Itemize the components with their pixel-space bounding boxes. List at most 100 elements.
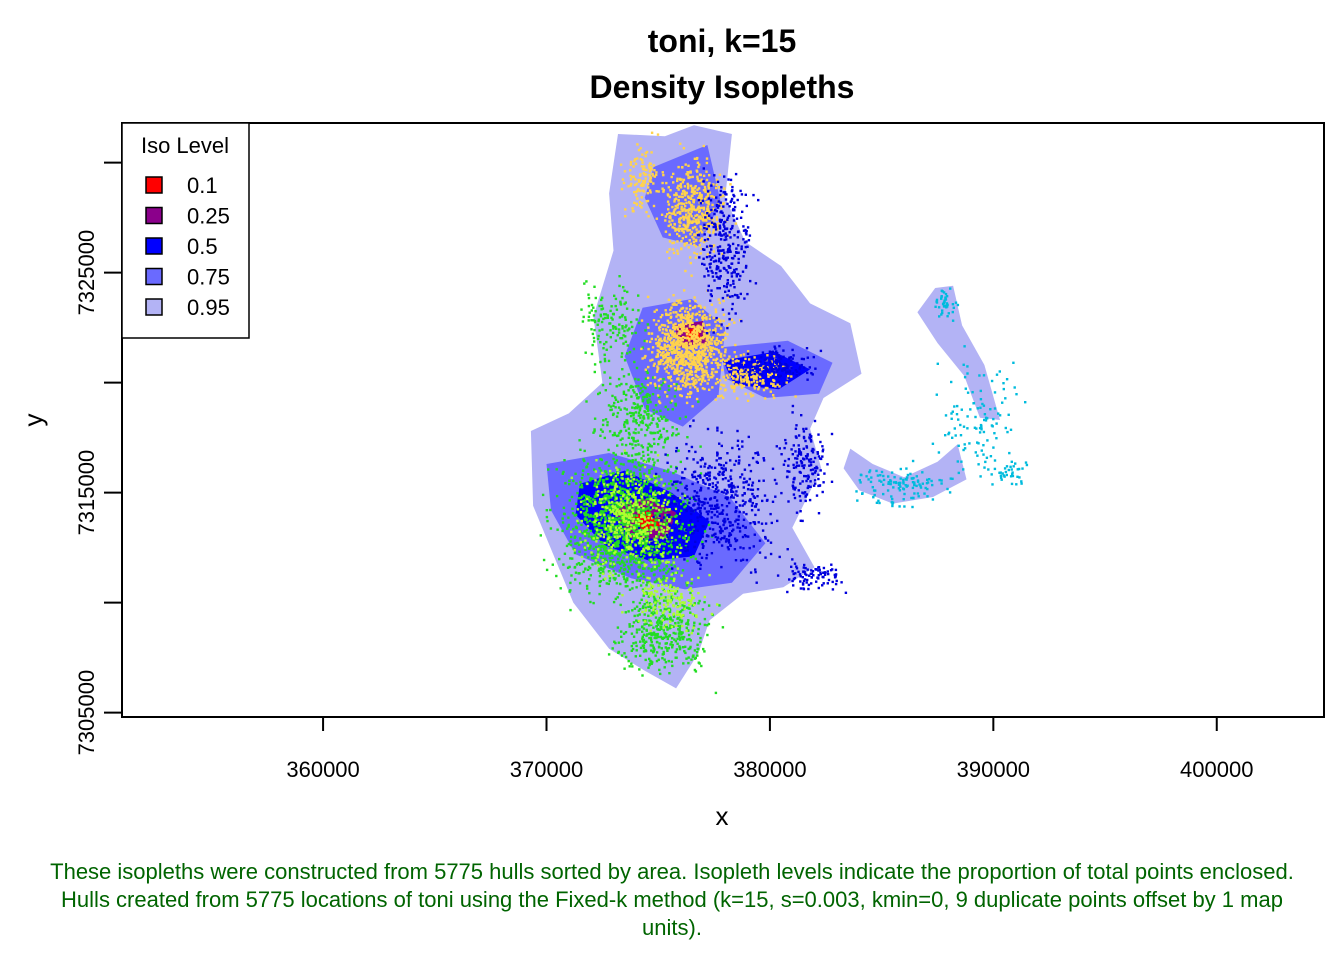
location-point <box>685 442 688 446</box>
location-point <box>742 481 745 484</box>
location-point <box>593 363 597 366</box>
location-point <box>657 400 661 403</box>
location-point <box>678 618 682 622</box>
location-point <box>676 480 679 483</box>
location-point <box>600 513 603 516</box>
location-point <box>712 231 715 234</box>
location-point <box>766 354 769 357</box>
location-point <box>716 225 719 228</box>
location-point <box>739 383 742 386</box>
location-point <box>666 358 670 362</box>
location-point <box>702 647 705 651</box>
location-point <box>652 408 655 412</box>
location-point <box>718 173 722 176</box>
location-point <box>619 498 623 501</box>
location-point <box>631 385 634 389</box>
location-point <box>615 459 618 462</box>
location-point <box>704 358 707 361</box>
location-point <box>654 497 657 500</box>
location-point <box>596 536 599 539</box>
location-point <box>744 193 747 196</box>
location-point <box>708 328 711 332</box>
location-point <box>643 564 647 568</box>
location-point <box>631 554 634 558</box>
location-point <box>730 384 733 388</box>
location-point <box>625 382 628 386</box>
location-point <box>635 561 638 565</box>
location-point <box>627 659 630 663</box>
location-point <box>698 163 701 166</box>
location-point <box>690 512 693 516</box>
location-point <box>611 505 615 509</box>
location-point <box>735 247 738 250</box>
location-point <box>675 433 678 437</box>
location-point <box>653 310 656 313</box>
location-point <box>702 183 705 186</box>
location-point <box>640 598 643 601</box>
location-point <box>694 313 697 316</box>
location-point <box>751 394 755 397</box>
location-point <box>678 314 681 317</box>
location-point <box>620 630 623 633</box>
location-point <box>628 623 631 626</box>
location-point <box>678 234 681 238</box>
location-point <box>676 587 679 590</box>
location-point <box>667 321 671 324</box>
location-point <box>613 431 616 435</box>
location-point <box>693 251 696 255</box>
location-point <box>686 362 689 366</box>
location-point <box>622 390 626 393</box>
location-point <box>749 498 752 501</box>
location-point <box>681 166 684 169</box>
location-point <box>668 220 671 223</box>
location-point <box>593 484 596 487</box>
location-point <box>599 428 603 431</box>
location-point <box>717 339 720 343</box>
location-point <box>706 253 709 256</box>
location-point <box>681 522 684 526</box>
location-point <box>633 465 636 468</box>
location-point <box>694 450 697 454</box>
location-point <box>715 183 718 187</box>
location-point <box>644 173 648 176</box>
location-point <box>659 635 662 639</box>
location-point <box>627 545 631 549</box>
location-point <box>675 602 678 605</box>
location-point <box>628 533 631 537</box>
location-point <box>601 505 604 509</box>
location-point <box>731 242 735 246</box>
location-point <box>704 211 708 214</box>
location-point <box>693 545 696 549</box>
location-point <box>701 310 705 313</box>
location-point <box>713 496 717 499</box>
location-point <box>739 354 743 357</box>
location-point <box>668 216 671 219</box>
location-point <box>707 236 710 239</box>
location-point <box>679 186 683 189</box>
location-point <box>696 353 700 357</box>
location-point <box>634 428 637 431</box>
location-point <box>650 603 653 606</box>
location-point <box>648 657 651 661</box>
location-point <box>638 405 641 409</box>
location-point <box>707 216 710 220</box>
location-point <box>707 604 711 607</box>
location-point <box>596 323 599 326</box>
location-point <box>742 229 746 232</box>
location-point <box>616 561 619 564</box>
location-point <box>785 381 788 384</box>
location-point <box>650 548 654 551</box>
location-point <box>761 499 764 503</box>
location-point <box>669 624 672 627</box>
location-point <box>647 497 651 501</box>
location-point <box>680 502 683 506</box>
location-point <box>639 574 642 577</box>
location-point <box>627 431 631 435</box>
location-point <box>624 538 627 541</box>
location-point <box>613 640 616 643</box>
location-point <box>601 572 605 575</box>
location-point <box>647 567 650 570</box>
location-point <box>699 567 702 570</box>
location-point <box>714 691 718 695</box>
location-point <box>716 506 719 509</box>
